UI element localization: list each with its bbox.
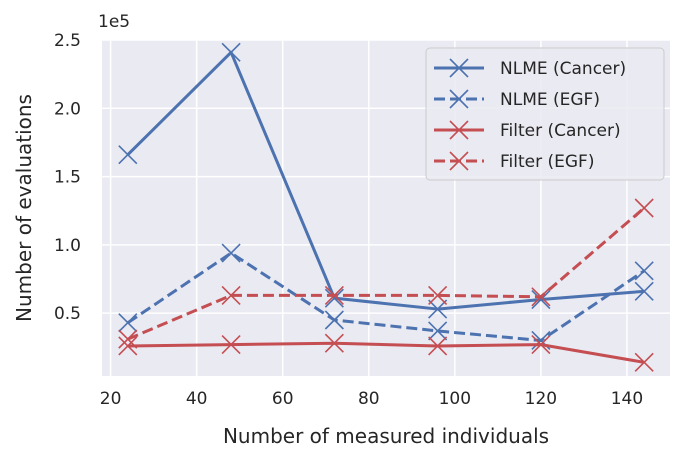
legend-label: NLME (Cancer) bbox=[500, 59, 626, 79]
data-point-marker bbox=[531, 287, 551, 307]
legend-label: Filter (Cancer) bbox=[500, 121, 621, 141]
data-point-marker bbox=[428, 285, 448, 305]
legend-marker bbox=[449, 120, 469, 140]
data-point-marker bbox=[634, 198, 654, 218]
data-point-marker bbox=[118, 329, 138, 349]
y-offset-label: 1e5 bbox=[98, 12, 130, 32]
x-tick-label: 140 bbox=[611, 389, 643, 409]
data-point-marker bbox=[324, 285, 344, 305]
legend-entry: Filter (Cancer) bbox=[434, 120, 621, 141]
data-point-marker bbox=[634, 281, 654, 301]
legend-entry: NLME (EGF) bbox=[434, 89, 600, 110]
series-lines bbox=[118, 42, 654, 372]
y-tick-label: 1.0 bbox=[54, 236, 81, 256]
x-axis-label: Number of measured individuals bbox=[223, 424, 549, 448]
y-tick-label: 0.5 bbox=[54, 304, 81, 324]
y-tick-label: 1.5 bbox=[54, 168, 81, 188]
series-2 bbox=[118, 333, 654, 372]
x-tick-label: 120 bbox=[525, 389, 557, 409]
x-tick-label: 80 bbox=[358, 389, 380, 409]
legend-entry: NLME (Cancer) bbox=[434, 58, 626, 79]
series-3 bbox=[118, 198, 654, 349]
series-0 bbox=[118, 42, 654, 319]
data-point-marker bbox=[531, 289, 551, 310]
legend-marker bbox=[449, 151, 469, 171]
legend-marker bbox=[449, 89, 469, 109]
series-line bbox=[127, 341, 645, 364]
data-point-marker bbox=[221, 42, 241, 62]
data-point-marker bbox=[221, 285, 241, 305]
data-point-marker bbox=[118, 313, 138, 333]
series-line bbox=[126, 50, 645, 311]
data-point-marker bbox=[324, 310, 344, 330]
legend-marker bbox=[449, 58, 469, 78]
data-point-marker bbox=[428, 321, 448, 341]
data-point-marker bbox=[118, 336, 138, 356]
legend: NLME (Cancer) NLME (EGF) Filter (Cancer) Fi… bbox=[425, 47, 665, 181]
data-point-marker bbox=[221, 335, 241, 355]
x-tick-label: 40 bbox=[186, 389, 208, 409]
legend-entry: Filter (EGF) bbox=[434, 151, 594, 172]
y-axis-label: Number of evaluations bbox=[12, 94, 36, 322]
x-tick-labels: 20 40 60 80 100 120 140 bbox=[100, 389, 643, 409]
y-tick-labels: 0.5 1.0 1.5 2.0 2.5 bbox=[54, 31, 81, 324]
data-point-marker bbox=[634, 261, 654, 281]
y-tick-label: 2.5 bbox=[54, 31, 81, 51]
data-point-marker bbox=[118, 145, 138, 165]
data-point-marker bbox=[428, 299, 448, 319]
data-point-marker bbox=[221, 243, 241, 263]
x-tick-label: 100 bbox=[439, 389, 471, 409]
data-point-marker bbox=[324, 333, 344, 353]
series-1 bbox=[118, 243, 654, 351]
x-tick-label: 20 bbox=[100, 389, 122, 409]
legend-label: NLME (EGF) bbox=[500, 90, 600, 110]
data-point-marker bbox=[324, 288, 344, 308]
legend-frame bbox=[425, 47, 665, 181]
data-point-marker bbox=[428, 336, 448, 356]
legend-label: Filter (EGF) bbox=[500, 152, 594, 172]
data-point-marker bbox=[634, 352, 654, 372]
x-tick-label: 60 bbox=[272, 389, 294, 409]
series-line bbox=[126, 251, 646, 342]
data-point-marker bbox=[531, 335, 551, 355]
y-tick-label: 2.0 bbox=[54, 99, 81, 119]
